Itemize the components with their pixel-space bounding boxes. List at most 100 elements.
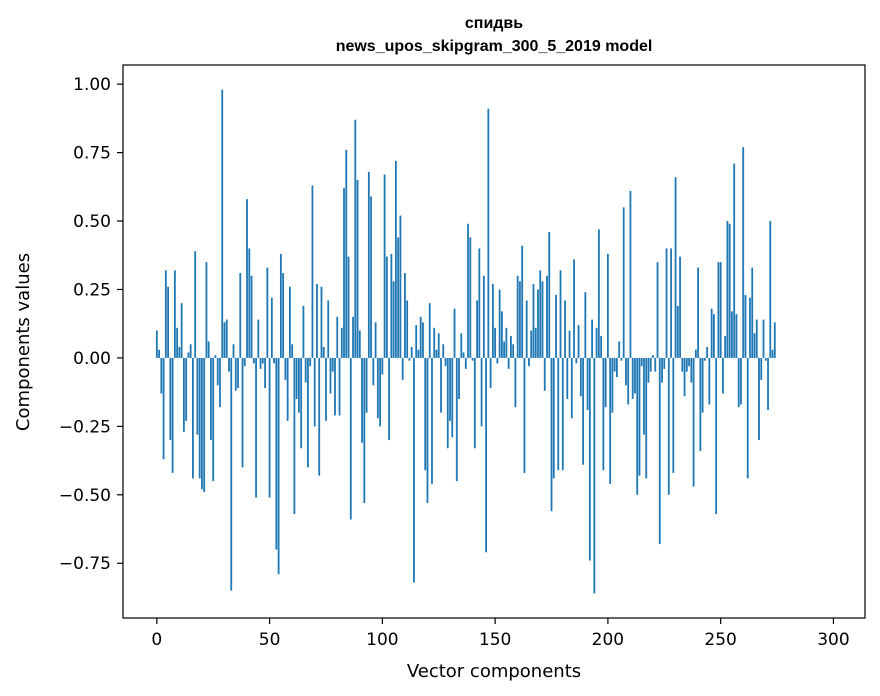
bar: [460, 333, 463, 358]
bar: [586, 357, 589, 410]
bar: [273, 357, 275, 364]
bar: [185, 357, 188, 421]
bar: [462, 352, 465, 358]
bar: [343, 188, 345, 358]
bar: [440, 357, 442, 413]
bar: [561, 357, 564, 471]
bar: [210, 357, 212, 441]
bar: [298, 357, 300, 413]
bar: [201, 357, 203, 490]
bar: [372, 357, 375, 386]
bar: [638, 357, 641, 476]
bar: [444, 357, 447, 367]
bar: [336, 316, 339, 358]
bar: [688, 357, 690, 367]
bar: [647, 357, 650, 383]
bar: [241, 357, 244, 468]
bar: [286, 357, 289, 421]
bar: [611, 357, 614, 413]
bar: [568, 330, 571, 358]
bar: [634, 357, 636, 394]
bar: [264, 357, 266, 389]
chart-title: спидвь: [465, 15, 523, 32]
bar: [320, 286, 323, 358]
bar: [672, 357, 675, 473]
y-tick-label: 1.00: [73, 75, 111, 95]
x-axis-ticks: 0 50 100 150 200 250 300: [151, 618, 850, 650]
bar: [275, 357, 278, 550]
bar: [325, 357, 327, 421]
bar: [381, 357, 384, 375]
bar: [198, 357, 201, 479]
bar: [401, 357, 404, 380]
bar: [627, 357, 630, 405]
bar: [390, 253, 393, 358]
bar: [613, 357, 616, 372]
bar: [437, 333, 440, 358]
bar: [291, 344, 294, 358]
bar: [771, 349, 774, 358]
bar: [715, 357, 718, 514]
bar: [487, 108, 490, 358]
bar: [521, 245, 524, 358]
bar: [733, 163, 736, 358]
bar: [243, 357, 246, 367]
bar: [162, 357, 165, 460]
bar: [431, 357, 433, 484]
bar: [496, 357, 499, 364]
bar: [268, 357, 271, 498]
bar: [500, 311, 503, 358]
y-tick-label: 0.25: [73, 280, 111, 300]
bar: [385, 256, 388, 358]
bar: [516, 275, 519, 358]
bar: [681, 357, 684, 372]
bar: [458, 357, 460, 399]
bar: [505, 327, 508, 358]
bar: [649, 357, 652, 372]
bar: [519, 281, 521, 358]
bar: [322, 346, 325, 358]
bar: [595, 327, 598, 358]
bar: [570, 357, 573, 419]
bar: [187, 352, 190, 358]
bar: [537, 289, 539, 358]
bar: [656, 262, 659, 358]
bar: [383, 174, 386, 358]
bar: [658, 357, 661, 545]
bar: [541, 281, 544, 358]
bar: [485, 357, 487, 553]
bar: [701, 357, 704, 413]
bar: [370, 196, 372, 358]
bar: [480, 357, 483, 427]
bar: [471, 357, 474, 361]
bar: [192, 357, 194, 479]
bar: [616, 357, 618, 378]
bar: [221, 89, 224, 358]
bar: [764, 357, 767, 361]
bar: [295, 357, 298, 399]
bar: [645, 357, 648, 479]
bar: [365, 357, 368, 413]
bar: [510, 336, 512, 358]
bar: [239, 273, 242, 358]
bar: [573, 259, 575, 358]
bar: [424, 357, 427, 471]
bar: [334, 357, 336, 416]
bar: [742, 147, 745, 358]
bar: [282, 273, 285, 358]
bar: [699, 357, 702, 452]
bar: [340, 327, 343, 358]
bar: [674, 177, 677, 358]
bar: [196, 357, 199, 435]
bar: [600, 336, 603, 358]
bar: [685, 357, 688, 372]
bar: [252, 357, 255, 364]
bar: [417, 349, 420, 358]
bar: [189, 344, 192, 358]
bar: [352, 316, 354, 358]
y-tick-label: 0.75: [73, 144, 111, 164]
bar: [464, 357, 467, 369]
x-tick-label: 100: [366, 630, 398, 650]
bar: [694, 349, 697, 358]
bar: [514, 357, 517, 408]
